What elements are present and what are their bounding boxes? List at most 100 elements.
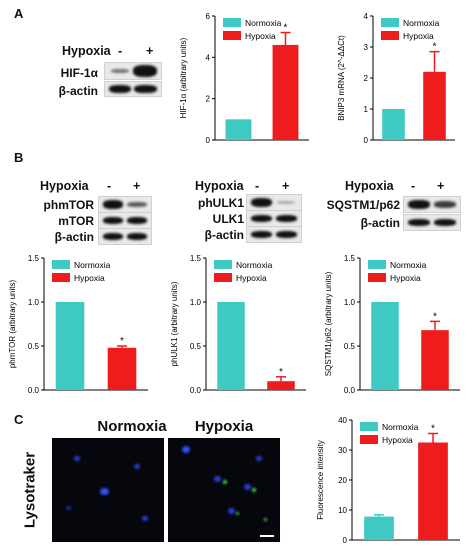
significance-marker: * (120, 336, 124, 347)
chart-a2: 0 1 2 3 4 BNIP3 mRNA (2^-ΔΔCt) * Normoxia Hypoxi… (337, 12, 455, 145)
legend-swatch-normoxia (381, 18, 399, 27)
blot-band (127, 217, 147, 224)
chart-b3: 0.0 0.5 1.0 1.5 SQSTM1/p62 (arbitrary units)… (324, 254, 460, 395)
legend-swatch-normoxia (52, 260, 70, 269)
blot-b2-row-actin-label: β-actin (204, 228, 244, 242)
y-tick-label: 1.0 (28, 298, 40, 307)
blot-b1-row-mtor-label: mTOR (58, 214, 94, 228)
bar-normoxia (225, 119, 252, 140)
y-tick-label: 0.5 (28, 342, 40, 351)
bar-normoxia (364, 516, 394, 540)
y-tick-label: 1.0 (190, 298, 202, 307)
y-tick-label: 1.5 (190, 254, 202, 263)
chart-b1: 0.0 0.5 1.0 1.5 phmTOR (arbitrary units) * Nor… (8, 254, 148, 395)
y-axis-label: phULK1 (arbitrary units) (170, 281, 179, 366)
legend-swatch-normoxia (214, 260, 232, 269)
blot-a-row-hif1a-label: HIF-1α (60, 66, 98, 80)
y-tick-label: 1.5 (344, 254, 356, 263)
nucleus (66, 506, 71, 510)
lysosome-puncta (264, 518, 267, 521)
blot-b2-plus-label: + (282, 179, 290, 193)
lysosome-puncta (223, 480, 227, 484)
bar-hypoxia (272, 44, 299, 140)
lysosome-puncta (236, 512, 239, 515)
bar-normoxia (217, 302, 245, 390)
blot-band (408, 219, 430, 226)
micro-stain-label-wrap: Lysotraker (16, 438, 44, 542)
legend-swatch-normoxia (360, 422, 378, 431)
blot-b2-ulk1-image (246, 210, 302, 227)
blot-b1-actin-image (98, 228, 152, 245)
blot-b2-condition-label: Hypoxia (195, 179, 244, 193)
y-axis-label: HIF-1α (arbitrary units) (179, 37, 188, 118)
blot-b3-p62-image (403, 196, 461, 213)
bar-normoxia (55, 302, 85, 390)
legend-swatch-hypoxia (52, 273, 70, 282)
blot-a-hif1a-image (104, 62, 162, 80)
y-tick-label: 0.5 (190, 342, 202, 351)
nucleus (100, 488, 109, 495)
nucleus (228, 508, 235, 514)
blot-b1-condition-label: Hypoxia (40, 179, 89, 193)
legend-label-normoxia: Normoxia (382, 422, 419, 432)
blot-band (103, 233, 123, 240)
significance-marker: * (431, 424, 435, 435)
blot-b3-plus-label: + (437, 179, 445, 193)
blot-b2-minus-label: - (255, 179, 260, 193)
chart-a1: 0 2 4 6 HIF-1α (arbitrary units) *Normoxia Hyp… (179, 12, 309, 145)
blot-band (251, 198, 272, 207)
panel-label-c: C (14, 412, 24, 427)
y-tick-label: 2 (206, 95, 211, 104)
legend-label-hypoxia: Hypoxia (382, 435, 413, 445)
blot-a-actin-image (104, 81, 162, 97)
y-tick-label: 1 (364, 105, 369, 114)
blot-b2-actin-image (246, 226, 302, 243)
blot-band (127, 202, 147, 207)
legend-label-hypoxia: Hypoxia (74, 273, 105, 283)
scale-bar (260, 535, 274, 537)
blot-band (408, 200, 430, 209)
legend-label-normoxia: Normoxia (403, 18, 440, 28)
blot-band (134, 85, 157, 93)
blot-b3-condition-label: Hypoxia (345, 179, 394, 193)
legend-label-hypoxia: Hypoxia (403, 31, 434, 41)
lysosome-puncta (252, 488, 256, 492)
blot-band (251, 231, 272, 238)
y-tick-label: 0.0 (28, 386, 40, 395)
legend-label-hypoxia: Hypoxia (245, 31, 276, 41)
legend-label-normoxia: Normoxia (245, 18, 282, 28)
legend-label-normoxia: Normoxia (390, 260, 427, 270)
blot-band (127, 233, 147, 240)
y-tick-label: 2 (364, 74, 369, 83)
y-axis-label: SQSTM1/p62 (arbitrary units) (324, 271, 333, 376)
blot-b1-row-actin-label: β-actin (54, 230, 94, 244)
blot-b3-row-actin-label: β-actin (360, 216, 400, 230)
blot-b1-row-phmtor-label: phmTOR (43, 198, 94, 212)
bar-normoxia (371, 302, 399, 390)
legend-label-normoxia: Normoxia (74, 260, 111, 270)
y-tick-label: 3 (364, 43, 369, 52)
blot-band (276, 215, 297, 222)
blot-band (109, 85, 131, 93)
y-tick-label: 30 (338, 446, 347, 455)
y-tick-label: 10 (338, 506, 347, 515)
y-tick-label: 0 (206, 136, 211, 145)
blot-b1-mtor-image (98, 212, 152, 229)
blot-b1-minus-label: - (107, 179, 112, 193)
bar-normoxia (382, 109, 405, 140)
blot-b3-actin-image (403, 214, 461, 231)
bar-hypoxia (267, 381, 295, 390)
blot-band (133, 65, 157, 77)
micro-hypoxia-title: Hypoxia (194, 418, 254, 435)
y-tick-label: 0 (343, 536, 348, 545)
blot-b2-row-ulk1-label: ULK1 (212, 212, 244, 226)
chart-c1: 0 10 20 30 40 Fluorescence intensity * Normoxia… (316, 416, 460, 545)
panel-label-b: B (14, 150, 24, 165)
legend-swatch-hypoxia (214, 273, 232, 282)
blot-a-row-actin-label: β-actin (58, 84, 98, 98)
y-tick-label: 6 (206, 12, 211, 21)
blot-b3-row-p62-label: SQSTM1/p62 (326, 198, 400, 212)
y-tick-label: 0.0 (344, 386, 356, 395)
y-tick-label: 0 (364, 136, 369, 145)
bar-hypoxia (421, 330, 449, 390)
